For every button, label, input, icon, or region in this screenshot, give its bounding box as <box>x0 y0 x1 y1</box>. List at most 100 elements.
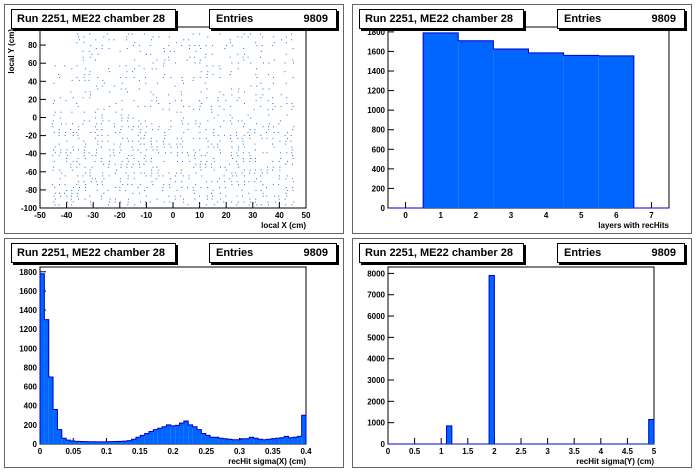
scatter-point <box>89 195 91 197</box>
sigma-x-bar <box>210 437 215 444</box>
scatter-point <box>287 160 289 162</box>
scatter-point <box>229 178 231 180</box>
sigma-x-bar <box>223 438 228 444</box>
scatter-point <box>237 91 239 93</box>
scatter-point <box>212 65 214 67</box>
scatter-point <box>108 204 109 206</box>
scatter-point <box>95 111 97 113</box>
scatter-point <box>224 134 226 136</box>
scatter-point <box>248 152 250 154</box>
scatter-point <box>284 198 286 200</box>
scatter-point <box>90 181 92 183</box>
stats-label: Entries <box>216 13 254 25</box>
scatter-point <box>158 36 160 38</box>
sigma-x-bar <box>87 441 93 444</box>
scatter-point <box>126 71 128 73</box>
scatter-point <box>95 39 97 41</box>
scatter-point <box>225 45 227 47</box>
scatter-point <box>140 152 142 154</box>
scatter-point <box>260 56 261 58</box>
scatter-point <box>72 201 74 203</box>
scatter-point <box>127 198 129 200</box>
scatter-point <box>114 201 116 203</box>
scatter-point <box>125 172 127 174</box>
scatter-point <box>58 155 60 157</box>
scatter-point <box>85 172 87 174</box>
scatter-point <box>119 187 121 188</box>
scatter-point <box>78 36 79 38</box>
scatter-point <box>180 45 182 47</box>
scatter-point <box>243 160 245 162</box>
scatter-point <box>250 85 252 87</box>
scatter-point <box>156 97 158 99</box>
scatter-point <box>194 198 196 200</box>
scatter-point <box>96 189 98 191</box>
hist-outline <box>388 275 655 445</box>
scatter-point <box>212 45 214 47</box>
scatter-point <box>219 91 221 93</box>
scatter-point <box>268 126 270 128</box>
scatter-point <box>229 39 231 41</box>
scatter-point <box>211 181 213 183</box>
scatter-point <box>205 137 207 139</box>
scatter-point <box>260 50 262 52</box>
y-tick-label: 0 <box>33 114 38 123</box>
scatter-point <box>249 172 251 174</box>
scatter-point <box>200 160 202 162</box>
scatter-point <box>139 184 141 186</box>
scatter-point <box>200 169 202 171</box>
scatter-point <box>219 192 221 194</box>
scatter-point <box>76 166 78 168</box>
scatter-point <box>224 181 226 183</box>
scatter-point <box>199 123 201 125</box>
scatter-point <box>205 129 207 131</box>
scatter-point <box>134 204 136 206</box>
scatter-point <box>128 140 129 142</box>
scatter-point <box>255 42 257 44</box>
scatter-point <box>72 146 74 148</box>
scatter-point <box>192 33 194 35</box>
scatter-point <box>187 187 188 188</box>
scatter-point <box>128 114 130 116</box>
scatter-point <box>151 68 153 70</box>
scatter-point <box>127 91 128 93</box>
scatter-point <box>155 68 157 70</box>
scatter-point <box>164 134 166 136</box>
scatter-point <box>113 123 115 125</box>
scatter-point <box>268 114 270 116</box>
scatter-point <box>174 195 176 197</box>
scatter-point <box>54 192 56 194</box>
scatter-point <box>284 71 286 73</box>
scatter-point <box>205 53 207 55</box>
scatter-point <box>149 45 151 47</box>
scatter-point <box>156 59 158 61</box>
scatter-point <box>133 77 135 78</box>
scatter-point <box>54 204 56 206</box>
scatter-point <box>280 105 282 107</box>
y-tick-label: 1600 <box>19 287 37 296</box>
scatter-point <box>286 195 288 197</box>
scatter-point <box>164 59 166 61</box>
stats-value: 9809 <box>651 13 676 25</box>
scatter-point <box>272 82 274 84</box>
scatter-point <box>272 103 274 104</box>
scatter-point <box>102 175 104 177</box>
scatter-point <box>291 152 293 154</box>
scatter-point <box>76 77 78 78</box>
scatter-point <box>243 48 245 49</box>
scatter-point <box>260 204 262 206</box>
scatter-point <box>242 152 244 154</box>
scatter-point <box>279 140 281 142</box>
scatter-point <box>212 189 214 191</box>
scatter-point <box>168 45 170 47</box>
scatter-point <box>108 48 110 49</box>
sigma-x-bar <box>266 439 272 444</box>
scatter-point <box>243 201 245 203</box>
scatter-point <box>125 65 127 67</box>
scatter-point <box>59 117 61 119</box>
scatter-point <box>187 129 189 131</box>
sigma-x-bar <box>92 441 97 444</box>
scatter-point <box>132 192 134 194</box>
scatter-point <box>108 166 110 168</box>
scatter-point <box>284 62 286 64</box>
